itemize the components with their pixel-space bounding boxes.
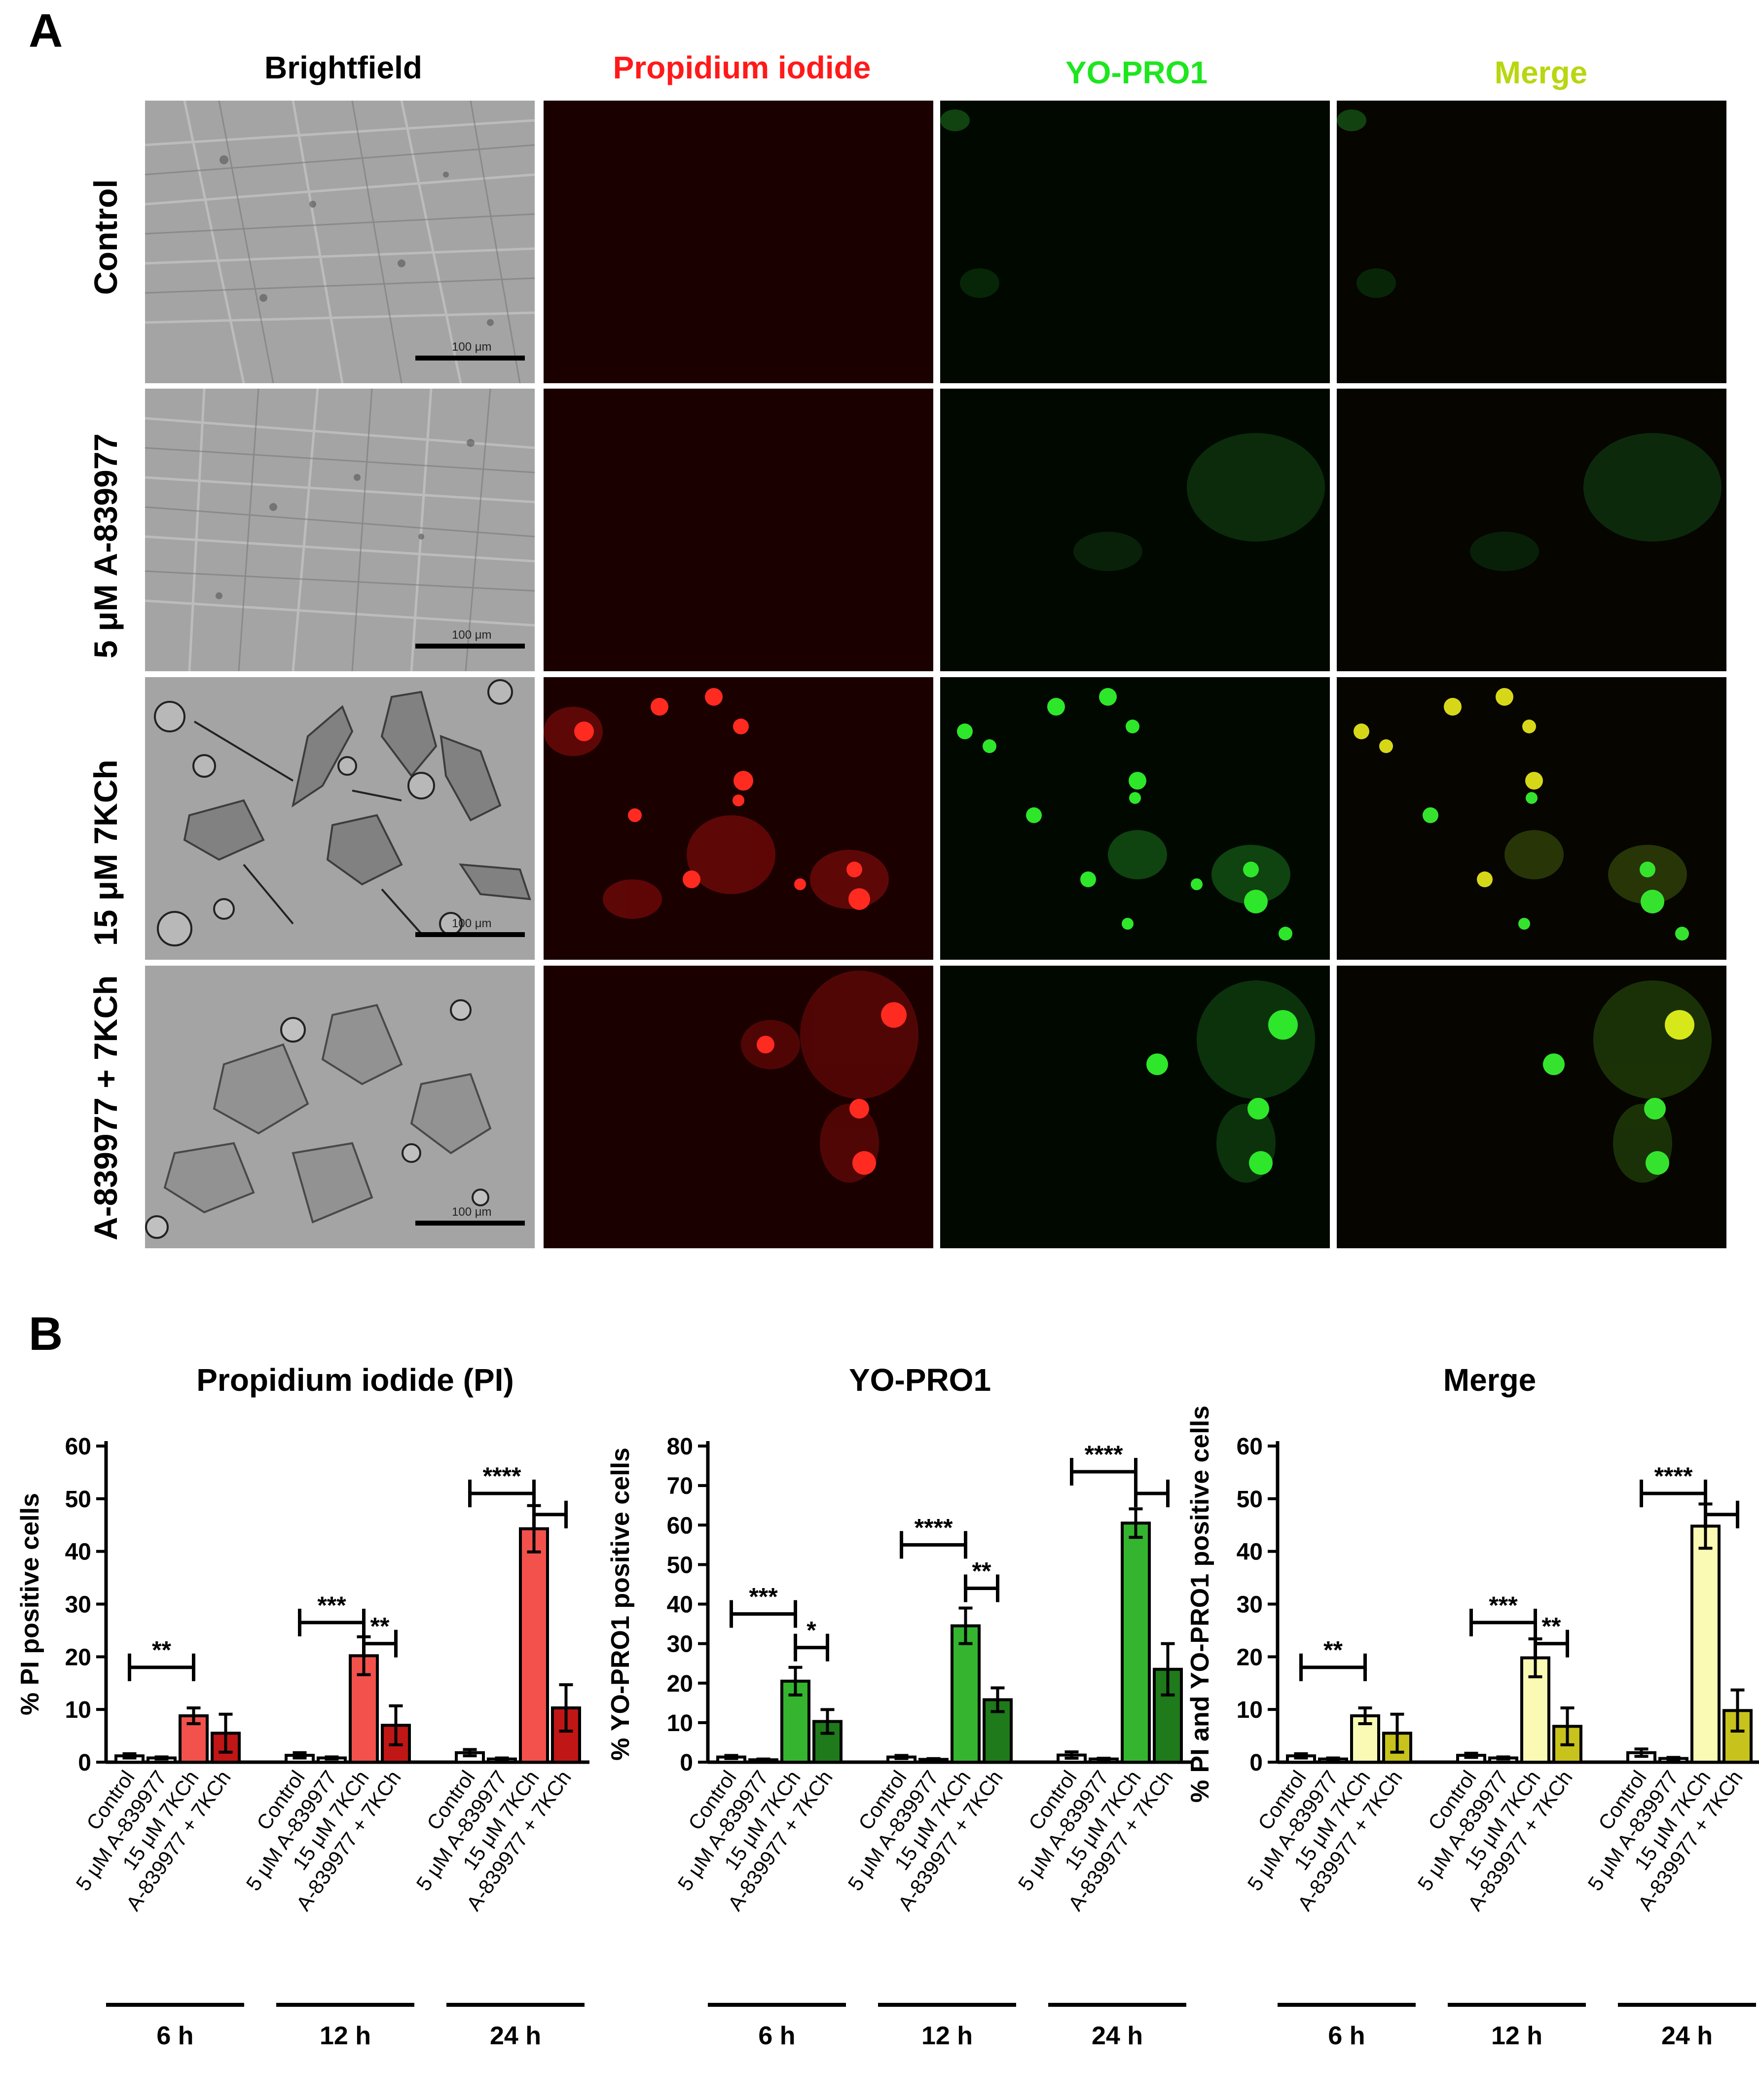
chart-title: Merge: [1443, 1362, 1537, 1398]
scale-bar-label: 100 μm: [452, 628, 492, 642]
time-group-label: 12 h: [921, 2022, 973, 2050]
bar: [1690, 1524, 1721, 1764]
image-merge-7kch: [1337, 677, 1726, 960]
image-yopro1-combination: [940, 966, 1330, 1248]
significance-label: ***: [317, 1592, 346, 1619]
y-tick-label: 0: [680, 1750, 693, 1776]
image-brightfield-control: 100 μm: [145, 101, 535, 383]
significance-label: *: [806, 1617, 816, 1644]
significance-label: ***: [749, 1583, 778, 1611]
significance-label: **: [152, 1636, 171, 1664]
significance-label: ****: [1085, 1441, 1123, 1468]
y-tick-label: 0: [78, 1750, 91, 1776]
y-tick-label: 30: [667, 1631, 693, 1658]
image-pi-combination: [544, 966, 933, 1248]
significance-label: ***: [1489, 1592, 1518, 1619]
scale-bar: [415, 1221, 525, 1226]
y-tick-label: 60: [65, 1434, 91, 1460]
image-pi-control: [544, 101, 933, 383]
significance-label: ****: [915, 1514, 953, 1541]
chart-title: YO-PRO1: [849, 1362, 991, 1398]
chart-title: Propidium iodide (PI): [196, 1362, 514, 1398]
y-tick-label: 10: [667, 1710, 693, 1737]
bar: [951, 1624, 981, 1764]
scale-bar: [415, 932, 525, 937]
image-yopro1-7kch: [940, 677, 1330, 960]
column-header-yo-pro1: YO-PRO1: [1065, 55, 1208, 90]
y-axis-label: % PI and YO-PRO1 positive cells: [1186, 1406, 1214, 1803]
image-brightfield-7kch: 100 μm: [145, 677, 535, 960]
panel-a-letter: A: [29, 4, 63, 57]
significance-label: ****: [1654, 1462, 1693, 1490]
image-pi-a839977: [544, 389, 933, 671]
y-tick-label: 40: [667, 1592, 693, 1618]
y-tick-label: 50: [667, 1552, 693, 1578]
image-yopro1-control: [940, 101, 1330, 383]
image-pi-7kch: [544, 677, 933, 960]
time-group-label: 12 h: [320, 2022, 371, 2050]
significance-label: ****: [483, 1462, 521, 1490]
y-tick-label: 30: [65, 1592, 91, 1618]
y-tick-label: 50: [65, 1486, 91, 1513]
significance-label: **: [370, 1613, 390, 1640]
column-header-merge: Merge: [1494, 55, 1588, 90]
y-tick-label: 20: [65, 1644, 91, 1670]
y-tick-label: 20: [1237, 1644, 1263, 1670]
scale-bar-label: 100 μm: [452, 1205, 492, 1219]
bar: [1121, 1521, 1151, 1764]
y-tick-label: 40: [65, 1539, 91, 1565]
y-tick-label: 70: [667, 1473, 693, 1499]
significance-label: **: [972, 1557, 991, 1585]
image-brightfield-combination: 100 μm: [145, 966, 535, 1248]
image-yopro1-a839977: [940, 389, 1330, 671]
significance-label: **: [1542, 1613, 1561, 1640]
time-group-label: 6 h: [156, 2022, 193, 2050]
y-axis-label: % YO-PRO1 positive cells: [606, 1448, 635, 1761]
y-tick-label: 10: [1237, 1697, 1263, 1723]
y-tick-label: 40: [1237, 1539, 1263, 1565]
scale-bar-label: 100 μm: [452, 340, 492, 354]
y-tick-label: 60: [667, 1513, 693, 1539]
bar: [519, 1527, 549, 1764]
y-tick-label: 10: [65, 1697, 91, 1723]
image-merge-a839977: [1337, 389, 1726, 671]
y-tick-label: 80: [667, 1434, 693, 1460]
time-group-label: 24 h: [1661, 2022, 1713, 2050]
column-header-propidium-iodide: Propidium iodide: [613, 50, 871, 85]
image-merge-combination: [1337, 966, 1726, 1248]
time-group-label: 6 h: [1328, 2022, 1365, 2050]
y-tick-label: 0: [1249, 1750, 1263, 1776]
scale-bar: [415, 644, 525, 649]
significance-label: **: [1323, 1636, 1343, 1664]
scale-bar: [415, 356, 525, 361]
time-group-label: 12 h: [1491, 2022, 1542, 2050]
time-group-label: 24 h: [1092, 2022, 1143, 2050]
y-tick-label: 30: [1237, 1592, 1263, 1618]
y-tick-label: 60: [1237, 1434, 1263, 1460]
time-group-label: 6 h: [758, 2022, 795, 2050]
y-tick-label: 20: [667, 1671, 693, 1697]
panel-b-letter: B: [29, 1307, 63, 1360]
image-brightfield-a839977: 100 μm: [145, 389, 535, 671]
column-header-brightfield: Brightfield: [264, 50, 422, 85]
time-group-label: 24 h: [490, 2022, 541, 2050]
scale-bar-label: 100 μm: [452, 917, 492, 930]
y-axis-label: % PI positive cells: [16, 1493, 44, 1715]
image-merge-control: [1337, 101, 1726, 383]
y-tick-label: 50: [1237, 1486, 1263, 1513]
